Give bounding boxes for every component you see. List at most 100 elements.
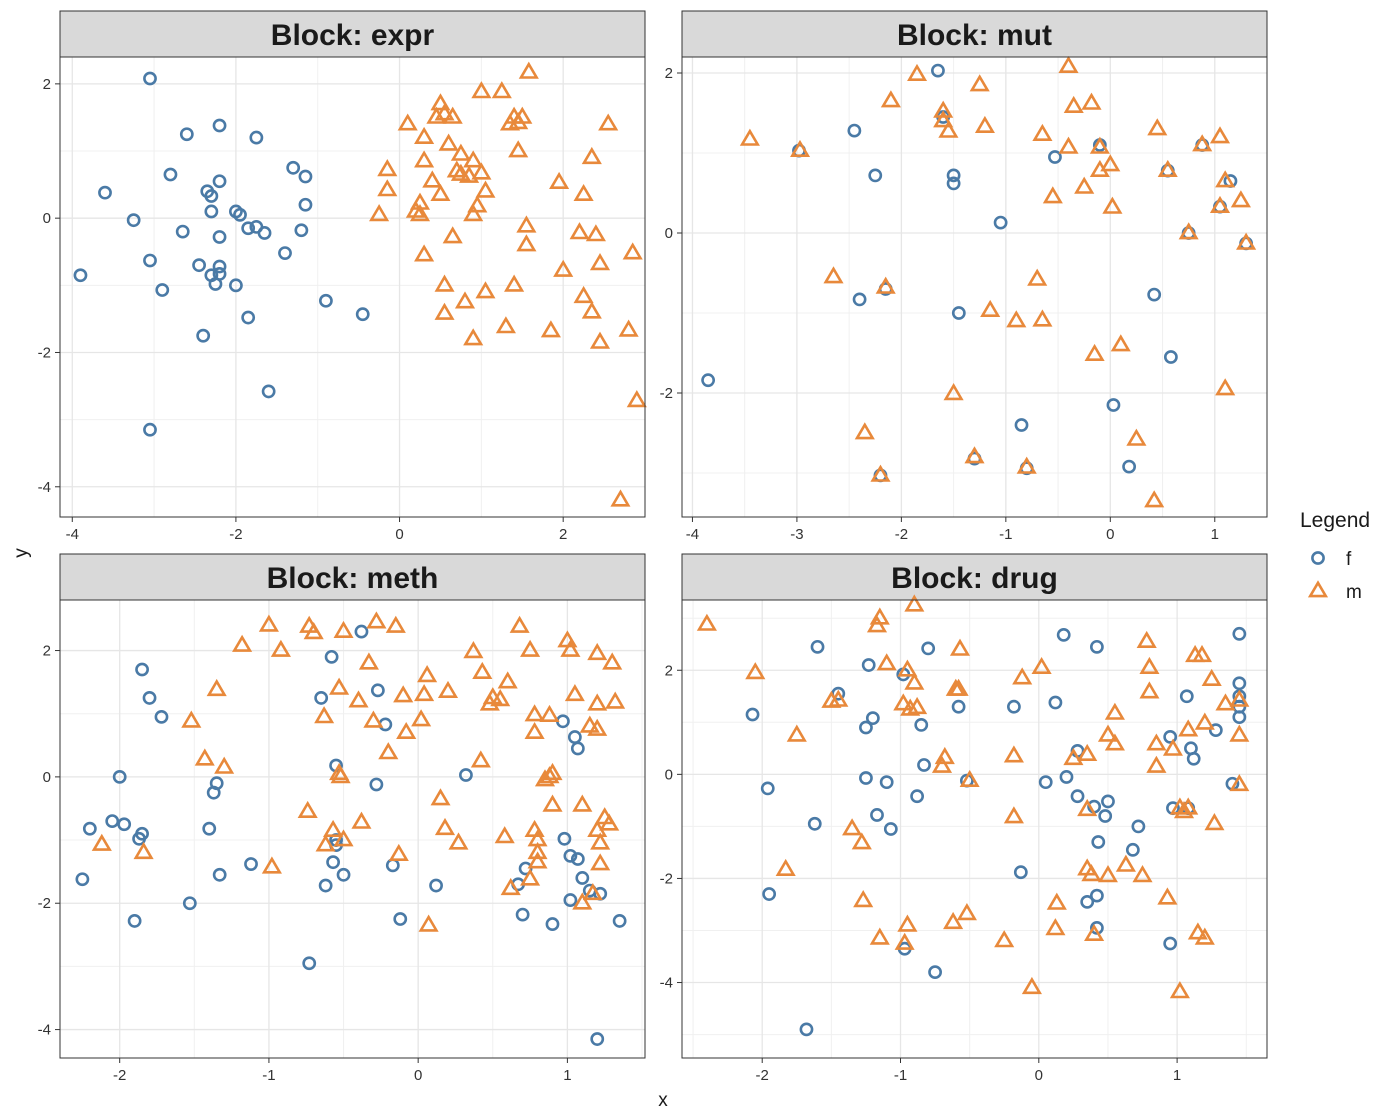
point-m [388, 843, 409, 862]
point-m [1077, 743, 1098, 762]
point-m [894, 932, 915, 950]
legend-title: Legend [1300, 509, 1370, 532]
point-m [598, 113, 619, 131]
point-m [366, 611, 387, 629]
point-m [411, 709, 432, 727]
point-m [573, 183, 594, 201]
point-m [542, 794, 563, 812]
point-m [1144, 490, 1165, 508]
panel-title: Block: meth [267, 562, 439, 595]
point-m [422, 170, 443, 188]
point-f [294, 223, 309, 238]
point-m [933, 100, 954, 118]
point-m [1084, 923, 1105, 942]
point-f [883, 822, 898, 836]
point-m [618, 319, 639, 337]
point-m [900, 698, 921, 716]
point-m [467, 195, 488, 213]
point-m [1012, 667, 1033, 685]
panel-strip [59, 553, 646, 601]
point-f [847, 123, 862, 138]
point-m [414, 150, 435, 168]
point-m [1003, 745, 1024, 763]
point-f [73, 268, 88, 283]
plot-background [682, 57, 1267, 517]
point-f [1232, 626, 1247, 641]
x-tick-label: 1 [1211, 526, 1219, 543]
point-f [393, 912, 408, 926]
point-f [132, 831, 146, 846]
point-m [931, 755, 953, 773]
point-f [1163, 729, 1178, 744]
x-tick-label: -1 [262, 1067, 275, 1084]
point-m [880, 90, 901, 108]
point-f [257, 226, 272, 240]
point-m [297, 800, 318, 819]
panel-title: Block: drug [891, 562, 1058, 595]
point-f [993, 215, 1008, 230]
point-f [75, 872, 90, 887]
point-f [204, 204, 219, 219]
point-m [463, 150, 484, 168]
y-tick-label: 0 [43, 769, 51, 786]
point-m [414, 126, 435, 144]
point-f [163, 167, 178, 182]
point-m [696, 613, 717, 631]
point-m [1006, 310, 1027, 328]
point-f [1179, 689, 1194, 704]
point-f [298, 197, 313, 212]
point-f [928, 965, 942, 980]
point-f [1098, 809, 1113, 823]
point-m [622, 242, 643, 260]
point-m [1077, 798, 1098, 817]
point-m [959, 769, 980, 788]
point-m [1100, 154, 1121, 172]
point-m [418, 914, 439, 932]
point-m [1215, 170, 1236, 188]
point-f [1106, 398, 1121, 412]
point-f [515, 907, 530, 922]
point-m [1192, 134, 1213, 152]
point-m [1236, 232, 1257, 250]
point-m [590, 832, 611, 850]
point-f [212, 259, 227, 274]
point-f [870, 808, 884, 822]
point-m [1058, 55, 1079, 73]
point-m [1097, 865, 1118, 883]
point-m [261, 856, 282, 874]
y-tick-label: 0 [43, 210, 51, 227]
point-f [868, 168, 883, 183]
point-f [1080, 894, 1095, 909]
point-f [212, 230, 227, 244]
point-m [589, 331, 611, 349]
point-m [907, 696, 928, 715]
point-m [1178, 719, 1199, 737]
y-tick-label: -2 [660, 385, 673, 402]
y-tick-label: -4 [660, 975, 673, 992]
panel-border [59, 56, 646, 518]
plot-background [60, 600, 645, 1058]
point-m [854, 422, 875, 440]
point-m [463, 328, 484, 346]
point-f [921, 641, 936, 656]
point-m [434, 817, 456, 836]
point-m [393, 685, 414, 703]
point-f [1059, 770, 1074, 784]
point-m [853, 890, 874, 908]
point-f [204, 189, 219, 203]
point-m [405, 200, 426, 218]
y-tick-label: 0 [665, 766, 673, 783]
y-tick-label: 2 [43, 76, 51, 93]
point-m [1046, 892, 1067, 910]
point-f [852, 292, 867, 307]
point-m [491, 81, 512, 99]
point-m [330, 766, 351, 784]
point-m [1045, 918, 1066, 936]
point-f [570, 852, 585, 866]
point-f [563, 893, 578, 907]
x-axis-title: x [658, 1090, 668, 1111]
point-m [938, 120, 959, 138]
point-m [475, 281, 496, 299]
points [73, 61, 647, 507]
point-f [859, 720, 873, 735]
